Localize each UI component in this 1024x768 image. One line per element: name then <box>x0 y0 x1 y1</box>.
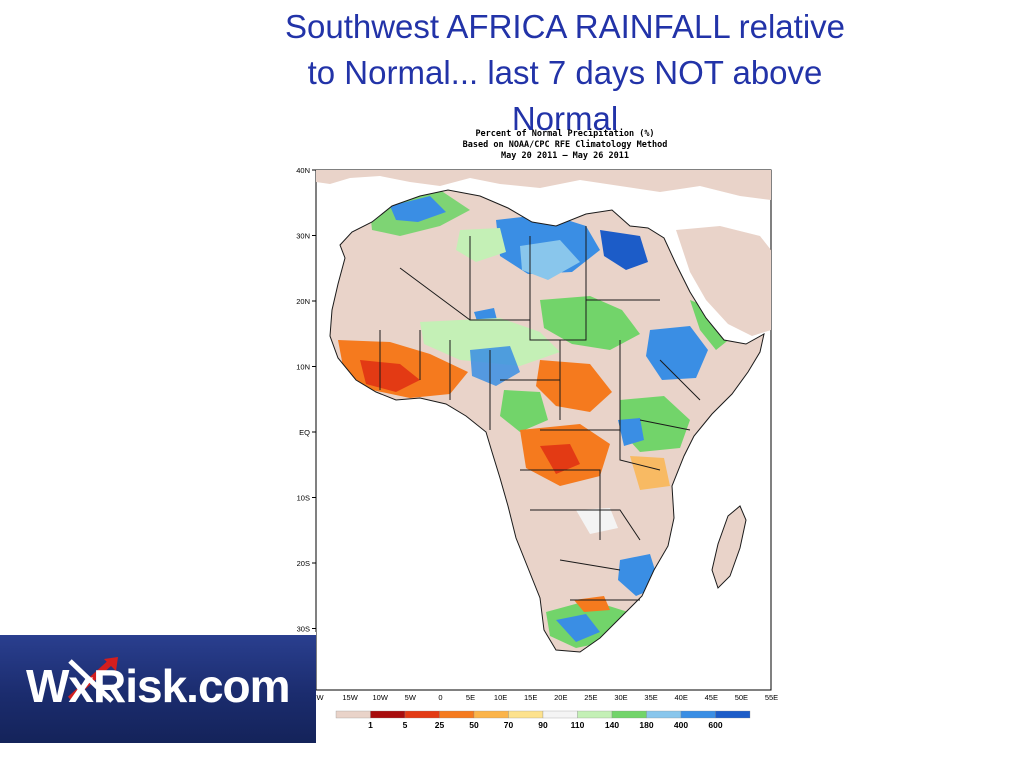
legend-swatch <box>404 710 440 719</box>
lon-label: 0 <box>438 693 442 702</box>
patch-sahara-green <box>456 228 506 262</box>
title-line-1: Southwest AFRICA RAINFALL relative <box>284 8 846 45</box>
legend-swatch <box>508 710 544 719</box>
border-outline <box>329 189 765 653</box>
legend-swatch <box>370 710 406 719</box>
lat-label: 10N <box>296 363 310 372</box>
latitude-labels: 40N 30N 20N 10N EQ 10S 20S 30S <box>296 166 316 634</box>
lon-label: 30E <box>614 693 627 702</box>
lon-label: 35E <box>644 693 657 702</box>
slide-title: Southwest AFRICA RAINFALL relative to No… <box>150 4 980 142</box>
legend-label: 110 <box>571 720 585 730</box>
legend-swatch <box>680 710 716 719</box>
lon-label: 40E <box>675 693 688 702</box>
map-header-title: Percent of Normal Precipitation (%) <box>475 129 655 139</box>
legend-label: 180 <box>639 720 653 730</box>
legend-swatch <box>715 710 751 719</box>
patch-cameroon-green <box>500 390 548 432</box>
legend-label: 1 <box>368 720 373 730</box>
legend-label: 70 <box>504 720 514 730</box>
patch-nigeria-blue <box>470 346 520 386</box>
lat-label: 30S <box>297 625 310 634</box>
longitude-labels: W 15W 10W 5W 0 5E 10E 15E 20E 25E 30E 35E 40E 45E 50E 5… <box>316 693 778 702</box>
country-borders <box>329 189 765 653</box>
title-line-3: Normal <box>511 100 619 137</box>
lon-label: 50E <box>735 693 748 702</box>
lat-label: 20S <box>297 559 310 568</box>
legend-swatch <box>577 710 613 719</box>
lat-label: 10S <box>297 494 310 503</box>
lon-label: 10W <box>372 693 388 702</box>
lon-label: 15W <box>342 693 358 702</box>
lon-label: 15E <box>524 693 537 702</box>
legend-swatch <box>542 710 578 719</box>
lat-label: 30N <box>296 232 310 241</box>
legend-swatch <box>473 710 509 719</box>
legend-label: 400 <box>674 720 688 730</box>
wxrisk-logo: WxRisk.com <box>0 632 316 743</box>
legend-label: 140 <box>605 720 619 730</box>
map-header-dates: May 20 2011 – May 26 2011 <box>501 151 629 161</box>
patch-sudan-green <box>540 296 640 350</box>
europe-land <box>316 170 771 200</box>
border-lines <box>379 226 701 601</box>
patch-libya-lightblue <box>520 240 580 280</box>
patch-maghreb-blue <box>390 196 446 222</box>
lon-label: 10E <box>494 693 507 702</box>
lon-label: 5W <box>405 693 417 702</box>
lat-label: 20N <box>296 297 310 306</box>
legend-label: 25 <box>435 720 445 730</box>
legend-swatch <box>611 710 647 719</box>
legend-label: 5 <box>403 720 408 730</box>
legend-swatch <box>335 710 371 719</box>
lat-label: EQ <box>299 428 310 437</box>
lon-label: 5E <box>466 693 475 702</box>
lat-label: 40N <box>296 166 310 175</box>
title-line-2: to Normal... last 7 days NOT above <box>307 54 823 91</box>
arabia-land <box>676 226 771 336</box>
patch-egypt-blue <box>600 230 648 270</box>
lon-label: 55E <box>765 693 778 702</box>
lon-label: 25E <box>584 693 597 702</box>
color-legend: 1 5 25 50 70 90 110 140 180 400 600 <box>335 710 751 730</box>
patch-angola-white <box>576 508 618 534</box>
map-header-method: Based on NOAA/CPC RFE Climatology Method <box>462 140 668 150</box>
legend-label: 600 <box>708 720 722 730</box>
legend-label: 50 <box>469 720 479 730</box>
lon-label: W <box>316 693 324 702</box>
patch-chad-orange <box>536 360 612 412</box>
patch-southafrica-blue <box>556 614 600 642</box>
patch-ethiopia-blue <box>646 326 708 380</box>
logo-arrow-icon <box>67 657 118 703</box>
patch-westafrica-red <box>360 360 420 392</box>
logo-text: WxRisk.com <box>26 660 291 712</box>
patch-lake-victoria-blue <box>618 418 644 446</box>
lon-label: 45E <box>705 693 718 702</box>
map-header: Percent of Normal Precipitation (%) Base… <box>400 129 730 162</box>
madagascar-land <box>711 505 747 589</box>
lon-label: 20E <box>554 693 567 702</box>
legend-label: 90 <box>538 720 548 730</box>
patch-sahel-green <box>420 318 560 366</box>
patch-congo-red <box>540 444 580 474</box>
legend-swatch <box>439 710 475 719</box>
legend-swatch <box>646 710 682 719</box>
